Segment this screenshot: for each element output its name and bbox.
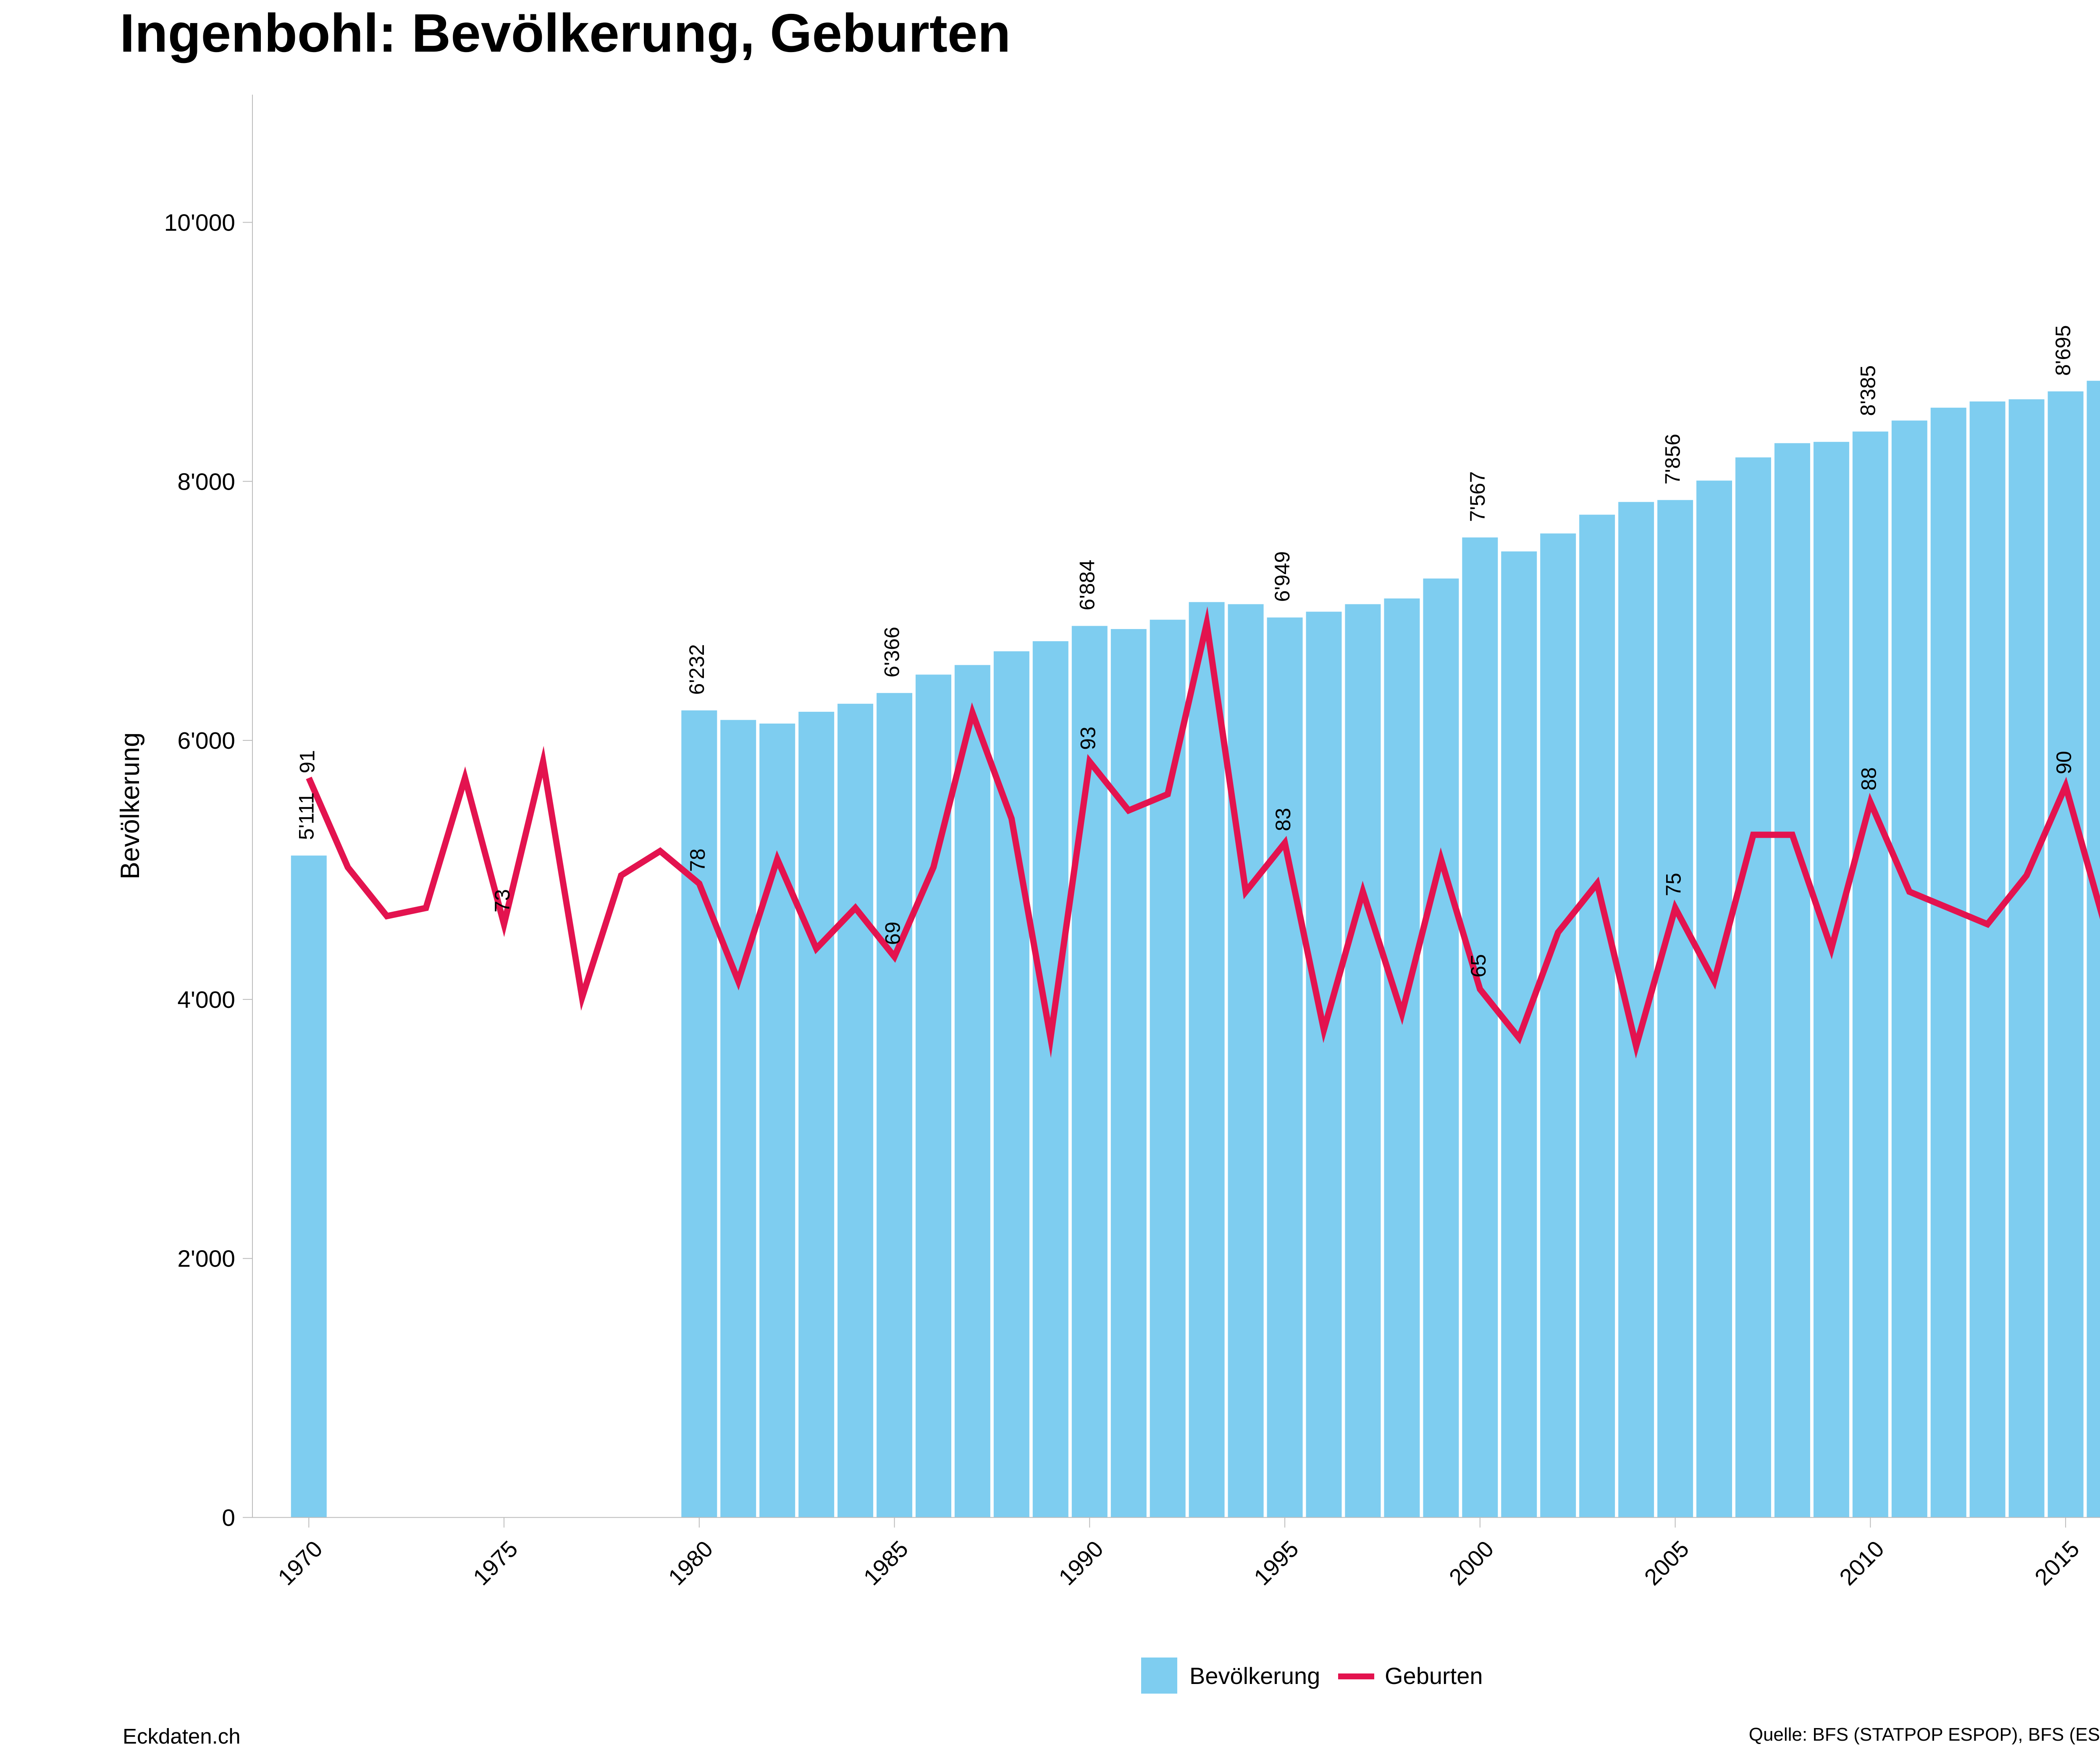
svg-text:Ingenbohl: Bevölkerung, Geburt: Ingenbohl: Bevölkerung, Geburten bbox=[120, 3, 1011, 63]
svg-text:7'856: 7'856 bbox=[1661, 434, 1685, 485]
svg-text:69: 69 bbox=[881, 922, 905, 945]
svg-text:7'567: 7'567 bbox=[1466, 471, 1489, 522]
svg-text:88: 88 bbox=[1857, 767, 1880, 791]
svg-text:73: 73 bbox=[491, 889, 514, 913]
svg-text:75: 75 bbox=[1662, 873, 1685, 896]
svg-text:83: 83 bbox=[1271, 808, 1295, 831]
svg-text:10'000: 10'000 bbox=[164, 210, 235, 236]
svg-text:5'111: 5'111 bbox=[294, 792, 318, 840]
svg-text:Quelle: BFS (STATPOP ESPOP), B: Quelle: BFS (STATPOP ESPOP), BFS (ESPOP)… bbox=[1749, 1724, 2100, 1745]
svg-text:2'000: 2'000 bbox=[177, 1246, 235, 1272]
svg-text:Geburten: Geburten bbox=[1385, 1663, 1483, 1689]
svg-text:4'000: 4'000 bbox=[177, 986, 235, 1013]
svg-text:91: 91 bbox=[295, 750, 319, 774]
svg-text:93: 93 bbox=[1076, 727, 1100, 750]
svg-text:Bevölkerung: Bevölkerung bbox=[1189, 1663, 1320, 1689]
svg-text:8'385: 8'385 bbox=[1856, 365, 1880, 416]
svg-text:90: 90 bbox=[2052, 751, 2076, 774]
svg-text:6'232: 6'232 bbox=[685, 644, 709, 695]
svg-text:0: 0 bbox=[222, 1505, 235, 1532]
svg-text:6'366: 6'366 bbox=[880, 627, 904, 677]
svg-text:8'695: 8'695 bbox=[2051, 325, 2075, 376]
svg-text:6'000: 6'000 bbox=[177, 727, 235, 754]
svg-text:65: 65 bbox=[1467, 954, 1490, 978]
svg-text:78: 78 bbox=[686, 848, 709, 872]
svg-text:6'884: 6'884 bbox=[1075, 560, 1099, 611]
svg-text:Bevölkerung: Bevölkerung bbox=[116, 732, 145, 879]
svg-text:Eckdaten.ch: Eckdaten.ch bbox=[123, 1724, 241, 1748]
svg-text:8'000: 8'000 bbox=[177, 468, 235, 495]
svg-text:6'949: 6'949 bbox=[1270, 551, 1294, 602]
